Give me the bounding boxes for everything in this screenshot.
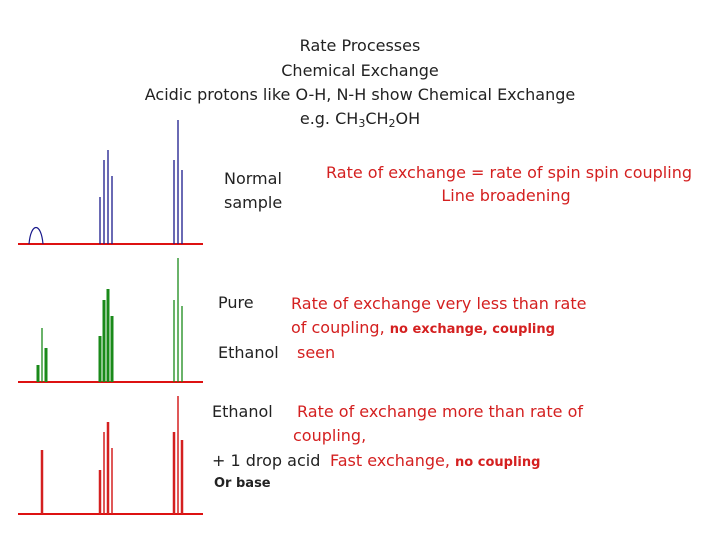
normal-desc-1: Rate of exchange = rate of spin spin cou… (326, 163, 692, 182)
acid-label-1: Ethanol (212, 402, 273, 421)
ch3-triplet-acid (172, 396, 184, 514)
pure-label-2: Ethanol (218, 343, 279, 362)
pure-desc-1: Rate of exchange very less than rate (291, 294, 587, 313)
acid-desc-1: Rate of exchange more than rate of (297, 402, 583, 421)
acid-label-3: Or base (214, 476, 271, 491)
acid-desc-3: Fast exchange, no coupling (330, 451, 541, 470)
ch2-quartet-acid (98, 422, 113, 514)
ch2-multiplet-pure (98, 289, 114, 382)
normal-label-2: sample (224, 193, 283, 212)
title-line-2: Chemical Exchange (281, 61, 439, 80)
title-formula: e.g. CH3CH2OH (299, 109, 421, 130)
normal-label-1: Normal (224, 169, 282, 188)
pure-desc-2: of coupling, no exchange, coupling (291, 318, 555, 337)
acid-desc-2: coupling, (293, 426, 367, 445)
normal-desc-2: Line broadening (441, 186, 571, 205)
oh-triplet-pure (36, 328, 48, 382)
broad-oh-peak (28, 226, 44, 245)
spectrum-normal (18, 120, 203, 245)
ch3-triplet-pure (173, 258, 183, 382)
title-line-1: Rate Processes (299, 36, 421, 55)
acid-label-2: + 1 drop acid (212, 451, 321, 470)
ch3-triplet-normal (173, 120, 183, 244)
title-line-3: Acidic protons like O-H, N-H show Chemic… (144, 85, 576, 104)
spectrum-acid (18, 396, 203, 515)
ch2-quartet-normal (99, 150, 113, 244)
pure-desc-3: seen (297, 343, 336, 362)
pure-label-1: Pure (218, 293, 254, 312)
spectrum-pure (18, 258, 203, 383)
